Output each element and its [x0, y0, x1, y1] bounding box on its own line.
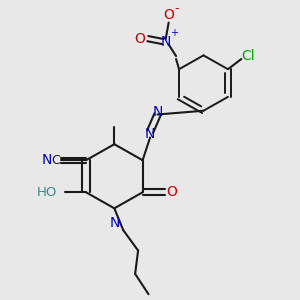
Text: N: N [109, 216, 119, 230]
Text: C: C [51, 154, 60, 167]
Text: +: + [170, 28, 178, 38]
Text: O: O [134, 32, 145, 46]
Text: Cl: Cl [242, 49, 255, 63]
Text: N: N [42, 153, 52, 167]
Text: O: O [166, 185, 177, 199]
Text: N: N [160, 34, 171, 49]
Text: HO: HO [37, 186, 57, 199]
Text: N: N [152, 105, 163, 119]
Text: N: N [145, 127, 155, 141]
Text: O: O [163, 8, 174, 22]
Text: -: - [175, 2, 179, 14]
